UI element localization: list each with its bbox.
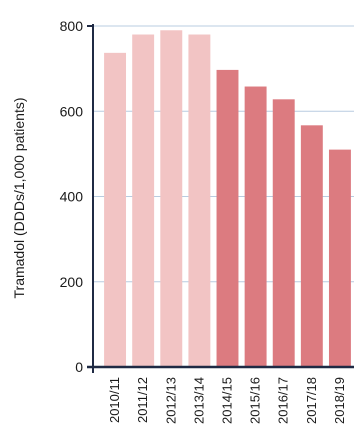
- bar-2012-13: [160, 30, 183, 367]
- y-tick-label-600: 600: [60, 103, 84, 119]
- y-tick-labels: 0 200 400 600 800: [60, 18, 84, 375]
- bars: [104, 30, 351, 368]
- bar-2017-18: [300, 125, 323, 367]
- x-category-label-2016-17: 2016/17: [276, 377, 291, 424]
- y-tick-label-400: 400: [60, 189, 84, 205]
- x-category-label-2011-12: 2011/12: [135, 377, 150, 423]
- bar-2014-15: [216, 69, 239, 367]
- x-category-label-2018-19: 2018/19: [332, 377, 347, 424]
- x-category-label-2012-13: 2012/13: [163, 377, 178, 424]
- bar-2015-16: [244, 86, 267, 367]
- y-tick-label-800: 800: [60, 18, 84, 34]
- bar-2016-17: [272, 99, 295, 367]
- x-category-label-2013-14: 2013/14: [191, 377, 206, 424]
- axes: [87, 24, 354, 373]
- x-category-label-2017-18: 2017/18: [304, 377, 319, 424]
- y-tick-label-200: 200: [60, 274, 84, 290]
- x-category-label-2015-16: 2015/16: [248, 377, 263, 424]
- bar-2010-11: [104, 52, 127, 367]
- y-axis-title: Tramadol (DDDs/1,000 patients): [11, 97, 27, 298]
- x-category-label-2010-11: 2010/11: [107, 377, 122, 423]
- x-category-label-2014-15: 2014/15: [220, 377, 235, 424]
- y-tick-label-0: 0: [75, 359, 83, 375]
- bar-2013-14: [188, 34, 211, 368]
- category-labels: 2010/11 2011/12 2012/13 2013/14 2014/15 2015/…: [107, 377, 347, 424]
- bar-2018-19: [328, 149, 351, 367]
- bar-2011-12: [132, 34, 155, 368]
